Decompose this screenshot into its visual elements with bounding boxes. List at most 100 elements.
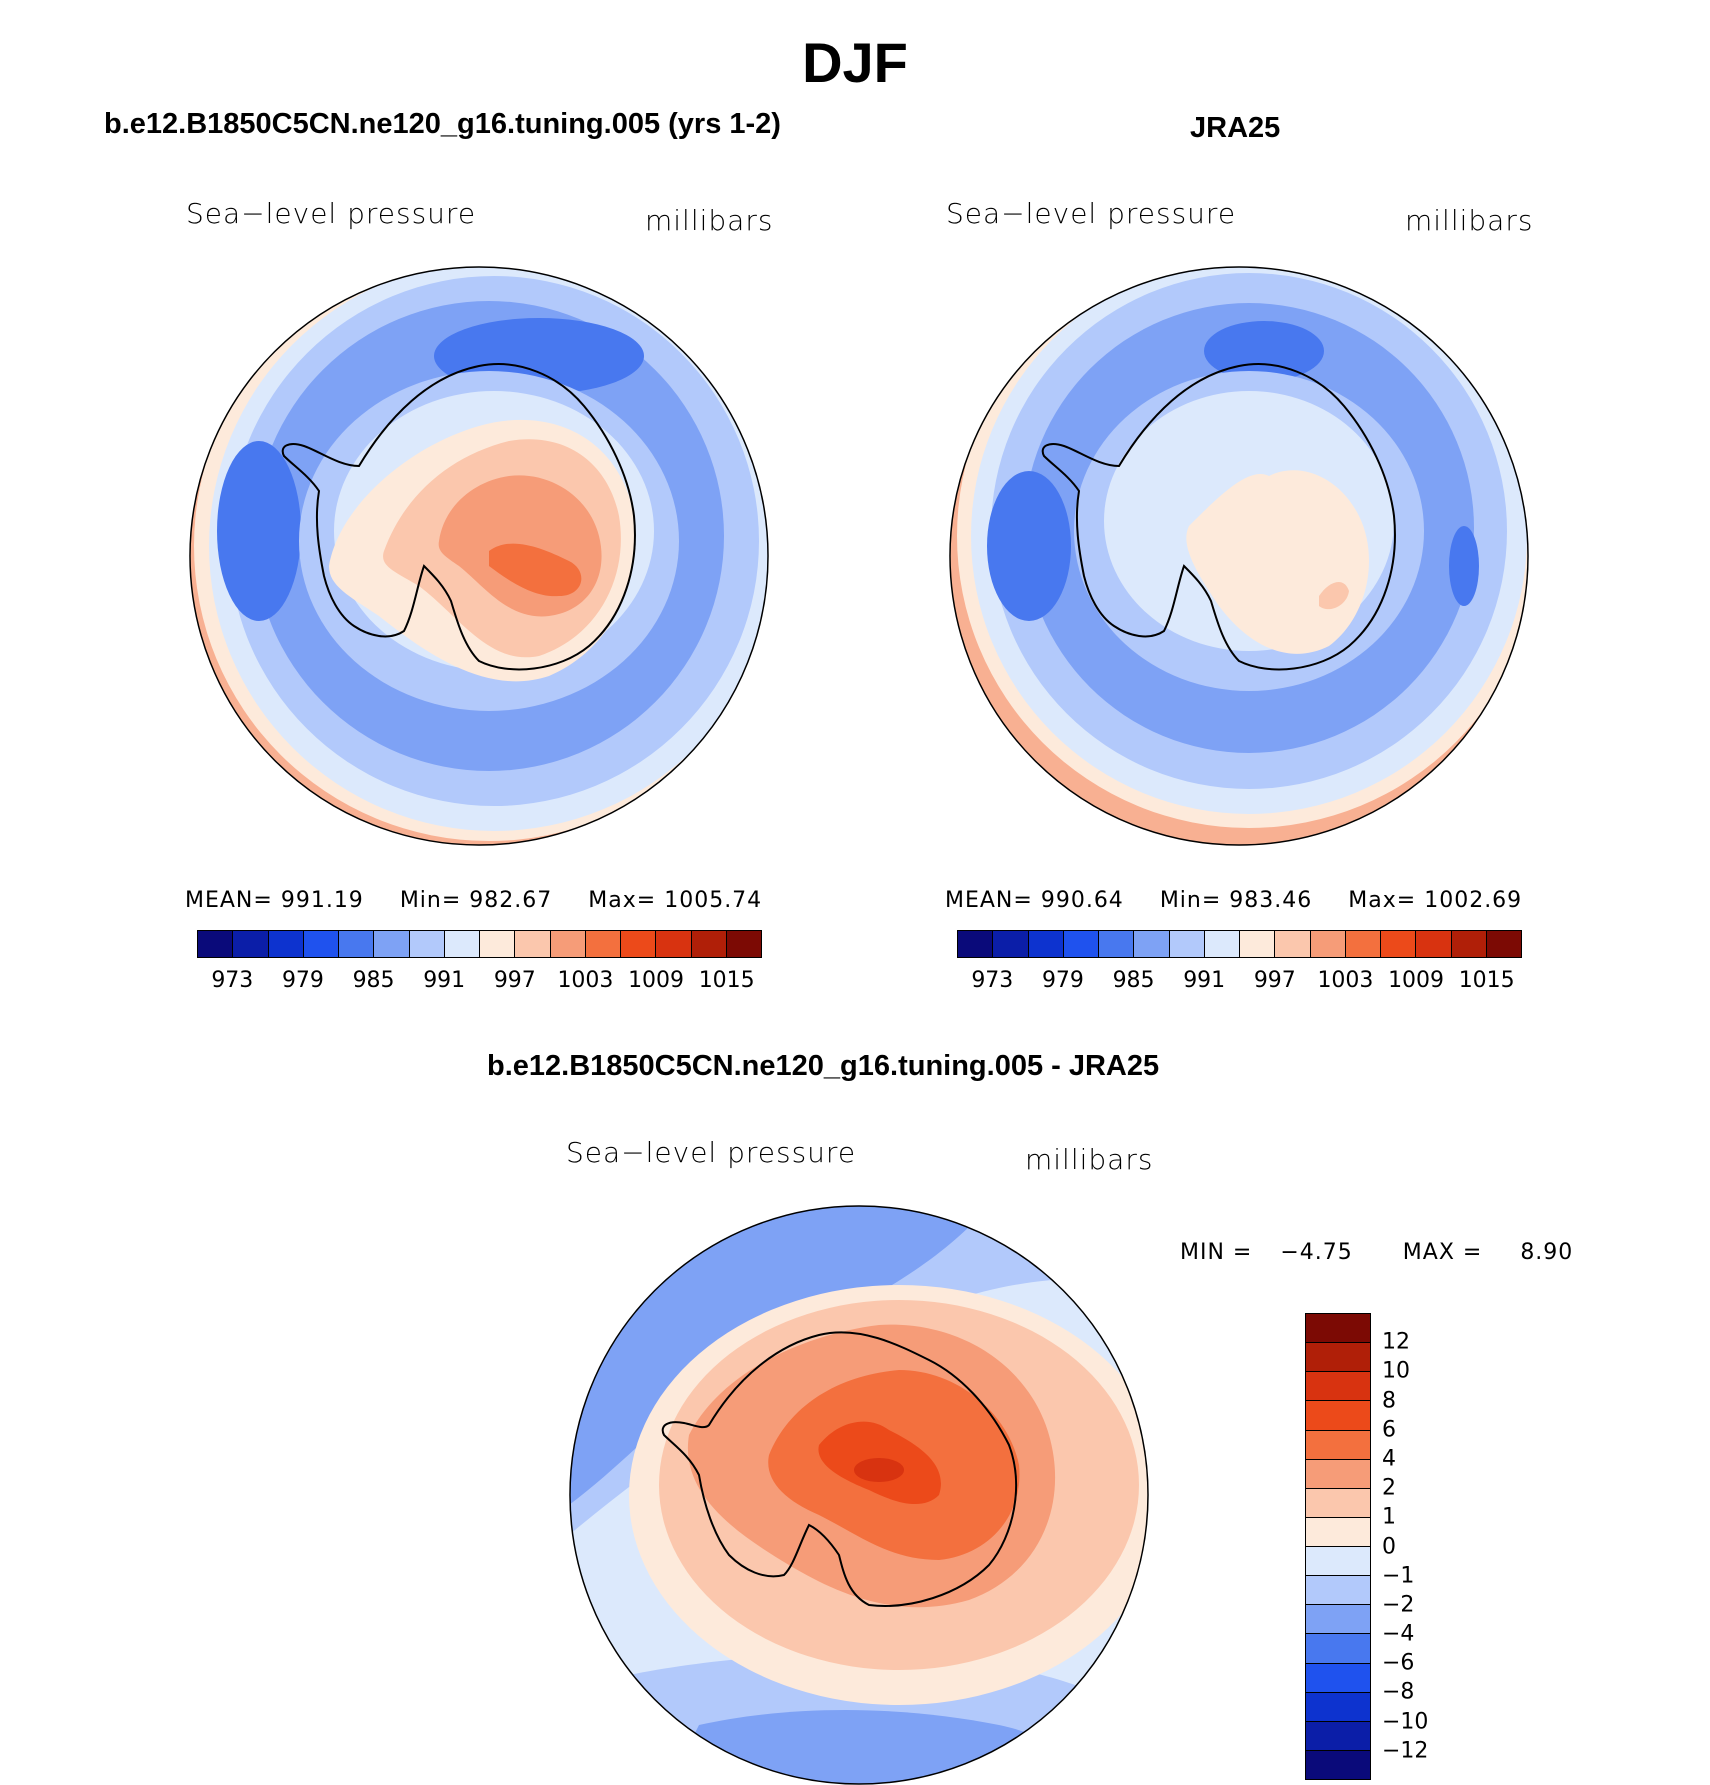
colorbar-swatch (1306, 1372, 1370, 1402)
colorbar-swatch (1306, 1343, 1370, 1373)
panel-2-colorbar-labels: 973 979 985 991 997 1003 1009 1015 (957, 968, 1520, 998)
colorbar-tick-label: 973 (971, 968, 1014, 993)
colorbar-tick-label: 1003 (557, 968, 614, 993)
colorbar-tick-label: −4 (1382, 1621, 1415, 1647)
colorbar-swatch (1381, 931, 1417, 957)
colorbar-swatch (1028, 931, 1064, 957)
colorbar-swatch (958, 931, 994, 957)
panel-3-colorbar (1305, 1313, 1371, 1780)
colorbar-swatch (1306, 1517, 1370, 1547)
colorbar-swatch (444, 931, 480, 957)
colorbar-tick-label: 979 (281, 968, 324, 993)
panel-3-title: b.e12.B1850C5CN.ne120_g16.tuning.005 - J… (487, 1050, 1160, 1082)
map2-low-1 (1204, 321, 1324, 381)
colorbar-swatch (198, 931, 234, 957)
colorbar-swatch (1306, 1488, 1370, 1518)
colorbar-swatch (1306, 1750, 1370, 1779)
colorbar-tick-label: 1009 (628, 968, 685, 993)
colorbar-swatch (303, 931, 339, 957)
colorbar-swatch (1310, 931, 1346, 957)
colorbar-swatch (1275, 931, 1311, 957)
colorbar-tick-label: 1015 (698, 968, 755, 993)
panel-3-colorbar-labels: 12 10 8 6 4 2 1 0 −1 −2 −4 −6 −8 −10 −12 (1382, 1313, 1462, 1778)
colorbar-tick-label: 6 (1382, 1417, 1396, 1443)
colorbar-tick-label: 991 (423, 968, 466, 993)
panel-1-colorbar-labels: 973 979 985 991 997 1003 1009 1015 (197, 968, 760, 998)
panel-2-stats: MEAN= 990.64 Min= 983.46 Max= 1002.69 (945, 888, 1550, 913)
panel-3-min: MIN = −4.75 (1180, 1240, 1353, 1265)
map3-band-neg4-south (669, 1710, 1109, 1784)
map1-low-2 (217, 441, 301, 621)
map2-antarctica-coast (1041, 363, 1396, 671)
colorbar-swatch (1306, 1605, 1370, 1635)
colorbar-swatch (1306, 1663, 1370, 1693)
colorbar-tick-label: 1 (1382, 1504, 1396, 1530)
colorbar-swatch (480, 931, 516, 957)
map3-band-neg4-north (570, 1206, 989, 1505)
colorbar-swatch (374, 931, 410, 957)
map2-low-3 (1449, 526, 1479, 606)
colorbar-tick-label: −1 (1382, 1563, 1415, 1589)
colorbar-swatch (1306, 1634, 1370, 1664)
colorbar-tick-label: 985 (1112, 968, 1155, 993)
colorbar-tick-label: 8 (1382, 1388, 1396, 1414)
colorbar-swatch (233, 931, 269, 957)
colorbar-tick-label: 10 (1382, 1358, 1410, 1384)
panel-1-max: Max= 1005.74 (588, 888, 763, 913)
colorbar-tick-label: −10 (1382, 1709, 1429, 1735)
map1-boundary (189, 266, 769, 846)
panel-1-units-label: millibars (645, 204, 774, 237)
colorbar-tick-label: −6 (1382, 1650, 1415, 1676)
map3-antarctica-coast (661, 1331, 1018, 1607)
colorbar-swatch (621, 931, 657, 957)
panel-2-colorbar (957, 930, 1522, 958)
colorbar-tick-label: 973 (211, 968, 254, 993)
panel-1-colorbar (197, 930, 762, 958)
panel-3-variable-label: Sea−level pressure (566, 1136, 857, 1169)
colorbar-tick-label: −12 (1382, 1738, 1429, 1764)
colorbar-swatch (1306, 1576, 1370, 1606)
panel-3-map (569, 1205, 1149, 1785)
colorbar-swatch (409, 931, 445, 957)
colorbar-tick-label: 1003 (1317, 968, 1374, 993)
colorbar-swatch (1306, 1314, 1370, 1344)
colorbar-tick-label: 991 (1183, 968, 1226, 993)
colorbar-swatch (1306, 1401, 1370, 1431)
panel-2-units-label: millibars (1405, 204, 1534, 237)
panel-2-title: JRA25 (1190, 112, 1281, 144)
colorbar-tick-label: 979 (1041, 968, 1084, 993)
map1-high (489, 543, 582, 597)
map3-peak (854, 1458, 904, 1482)
panel-2-variable-label: Sea−level pressure (946, 197, 1237, 230)
map2-high (1319, 581, 1349, 610)
colorbar-swatch (1306, 1692, 1370, 1722)
colorbar-tick-label: −8 (1382, 1679, 1415, 1705)
panel-1-mean: MEAN= 991.19 (185, 888, 364, 913)
panel-3-stats: MIN = −4.75 MAX = 8.90 (1180, 1240, 1601, 1265)
colorbar-swatch (1306, 1430, 1370, 1460)
panel-1-title: b.e12.B1850C5CN.ne120_g16.tuning.005 (yr… (104, 108, 781, 140)
colorbar-tick-label: 0 (1382, 1534, 1396, 1559)
main-title: DJF (802, 31, 908, 94)
colorbar-swatch (1486, 931, 1521, 957)
colorbar-swatch (1134, 931, 1170, 957)
panel-3-max: MAX = 8.90 (1402, 1240, 1574, 1265)
colorbar-tick-label: 12 (1382, 1329, 1410, 1355)
colorbar-swatch (515, 931, 551, 957)
map2-boundary (949, 266, 1529, 846)
panel-2-max: Max= 1002.69 (1348, 888, 1523, 913)
panel-1-stats: MEAN= 991.19 Min= 982.67 Max= 1005.74 (185, 888, 790, 913)
colorbar-swatch (1451, 931, 1487, 957)
colorbar-tick-label: 4 (1382, 1446, 1396, 1472)
colorbar-tick-label: 997 (1253, 968, 1296, 993)
panel-1-min: Min= 982.67 (399, 888, 553, 913)
colorbar-swatch (1306, 1547, 1370, 1577)
panel-2-map (949, 266, 1529, 846)
colorbar-swatch (1240, 931, 1276, 957)
colorbar-swatch (550, 931, 586, 957)
colorbar-swatch (993, 931, 1029, 957)
colorbar-tick-label: 985 (352, 968, 395, 993)
colorbar-swatch (585, 931, 621, 957)
panel-1-map (189, 266, 769, 846)
colorbar-swatch (1063, 931, 1099, 957)
